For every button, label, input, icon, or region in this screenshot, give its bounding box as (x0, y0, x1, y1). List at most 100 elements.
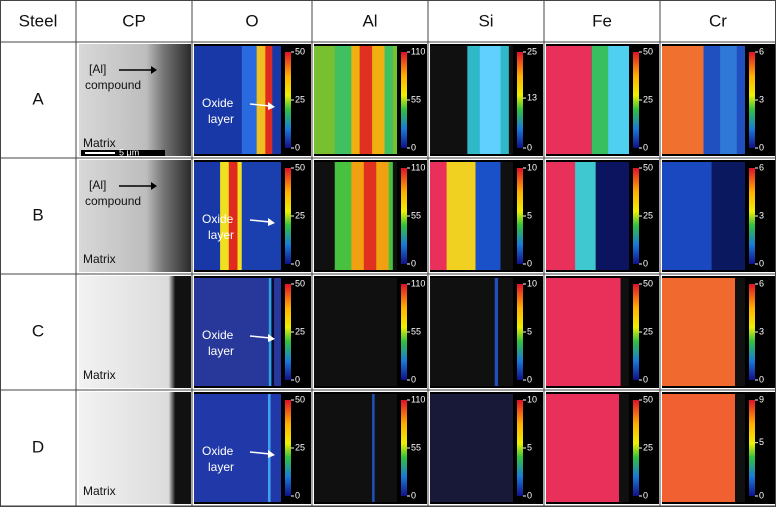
oxide-annotation: Oxide (202, 212, 234, 226)
colorbar-tick-label: 110 (411, 394, 425, 404)
colorbar-tick-label: 0 (411, 258, 416, 268)
colorbar (285, 400, 291, 496)
cp-annotation: compound (85, 78, 141, 92)
colorbar-tick-label: 0 (527, 142, 532, 152)
colorbar-tick-label: 25 (295, 326, 305, 336)
map-region (662, 394, 735, 502)
colorbar-tick-label: 50 (295, 394, 305, 404)
colorbar-tick-label: 0 (643, 374, 648, 384)
map-region (546, 394, 619, 502)
map-region (314, 394, 397, 502)
map-region (662, 162, 712, 270)
column-header: Si (478, 11, 493, 30)
colorbar (517, 400, 523, 496)
colorbar-tick-label: 25 (643, 326, 653, 336)
oxide-annotation: Oxide (202, 96, 234, 110)
scale-bar-label: 5 μm (119, 147, 139, 157)
map-region (430, 394, 513, 502)
colorbar-tick-label: 5 (759, 437, 764, 447)
map-region (476, 162, 501, 270)
colorbar (517, 168, 523, 264)
map-region (364, 162, 376, 270)
colorbar-tick-label: 55 (411, 442, 421, 452)
colorbar-tick-label: 13 (527, 92, 537, 102)
colorbar-tick-label: 0 (295, 142, 300, 152)
colorbar-tick-label: 110 (411, 46, 425, 56)
colorbar (285, 284, 291, 380)
colorbar-tick-label: 50 (643, 394, 653, 404)
colorbar-tick-label: 25 (527, 46, 537, 56)
colorbar-tick-label: 25 (643, 210, 653, 220)
cp-annotation: Matrix (83, 252, 116, 266)
colorbar-tick-label: 0 (295, 374, 300, 384)
map-region (501, 162, 513, 270)
oxide-annotation: layer (208, 460, 234, 474)
colorbar (401, 52, 407, 148)
colorbar-tick-label: 5 (527, 442, 532, 452)
colorbar-tick-label: 55 (411, 326, 421, 336)
column-header: O (245, 11, 258, 30)
oxide-annotation: Oxide (202, 328, 234, 342)
column-header: Al (362, 11, 377, 30)
map-region (430, 278, 513, 386)
cp-annotation: compound (85, 194, 141, 208)
figure: SteelCPOAlSiFeCrA[Al]compoundMatrix5 μm5… (0, 0, 776, 508)
colorbar-tick-label: 55 (411, 94, 421, 104)
oxide-annotation: layer (208, 344, 234, 358)
colorbar-tick-label: 0 (527, 258, 532, 268)
oxide-annotation: layer (208, 228, 234, 242)
colorbar-tick-label: 0 (527, 490, 532, 500)
map-region (447, 162, 476, 270)
colorbar (633, 284, 639, 380)
colorbar-tick-label: 0 (295, 258, 300, 268)
colorbar-tick-label: 50 (643, 278, 653, 288)
colorbar-tick-label: 110 (411, 278, 425, 288)
colorbar-tick-label: 0 (411, 490, 416, 500)
column-header: Fe (592, 11, 612, 30)
steel-label: B (32, 205, 43, 224)
colorbar-tick-label: 50 (295, 278, 305, 288)
column-header: Steel (19, 11, 58, 30)
oxide-annotation: layer (208, 112, 234, 126)
cp-annotation: Matrix (83, 136, 116, 150)
map-region (662, 46, 704, 154)
map-region (621, 278, 629, 386)
colorbar-tick-label: 50 (295, 46, 305, 56)
colorbar-tick-label: 5 (527, 210, 532, 220)
colorbar (285, 168, 291, 264)
colorbar-tick-label: 110 (411, 162, 425, 172)
cp-annotation: Matrix (83, 484, 116, 498)
cp-annotation: [Al] (89, 178, 106, 192)
colorbar-tick-label: 6 (759, 162, 764, 172)
colorbar (749, 284, 755, 380)
colorbar (749, 52, 755, 148)
colorbar-tick-label: 50 (295, 162, 305, 172)
colorbar-tick-label: 5 (527, 326, 532, 336)
map-region (360, 46, 372, 154)
map-region (575, 162, 596, 270)
colorbar-tick-label: 0 (759, 258, 764, 268)
map-region (720, 46, 737, 154)
colorbar-tick-label: 0 (643, 142, 648, 152)
colorbar (517, 52, 523, 148)
colorbar (285, 52, 291, 148)
colorbar (633, 52, 639, 148)
colorbar-tick-label: 0 (643, 490, 648, 500)
colorbar-tick-label: 3 (759, 210, 764, 220)
colorbar-tick-label: 0 (643, 258, 648, 268)
map-region (546, 46, 592, 154)
colorbar-tick-label: 10 (527, 278, 537, 288)
map-region (735, 394, 745, 502)
map-region (372, 394, 374, 502)
colorbar-tick-label: 0 (527, 374, 532, 384)
colorbar-tick-label: 0 (411, 374, 416, 384)
colorbar-tick-label: 0 (295, 490, 300, 500)
colorbar (633, 400, 639, 496)
map-region (619, 394, 629, 502)
map-region (480, 46, 501, 154)
map-region (242, 162, 281, 270)
column-header: Cr (709, 11, 727, 30)
colorbar (401, 400, 407, 496)
map-region (546, 278, 621, 386)
column-header: CP (122, 11, 146, 30)
